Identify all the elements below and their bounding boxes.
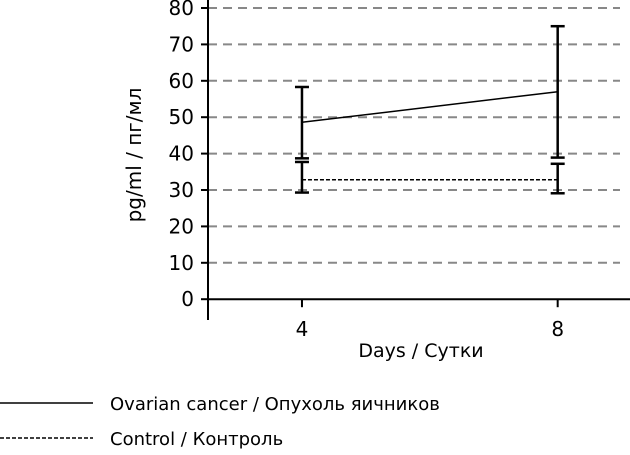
y-tick-label: 0 [181,287,194,311]
y-axis-label: pg/ml / пг/мл [122,88,146,223]
y-tick-label: 60 [169,69,194,93]
y-tick-label: 40 [169,142,194,166]
y-tick-label: 80 [169,0,194,20]
axes [201,0,630,320]
y-tick-label: 10 [169,251,194,275]
x-tick-label: 4 [296,317,309,341]
x-axis-label: Days / Сутки [358,340,483,362]
y-tick-label: 30 [169,178,194,202]
series-1 [294,160,565,195]
series-0 [294,24,565,160]
legend: Ovarian cancer / Опухоль яичников Contro… [0,394,440,450]
y-tick-label: 20 [169,214,194,238]
legend-label-control: Control / Контроль [110,429,283,450]
series [294,24,565,195]
y-tick-label: 70 [169,32,194,56]
x-tick-label: 8 [551,317,564,341]
series-line [301,90,558,124]
y-tick-label: 50 [169,105,194,129]
legend-label-ovarian: Ovarian cancer / Опухоль яичников [110,394,440,415]
gridlines [208,7,620,264]
y-tick-labels: 0 10 20 30 40 50 60 70 80 [169,0,194,311]
